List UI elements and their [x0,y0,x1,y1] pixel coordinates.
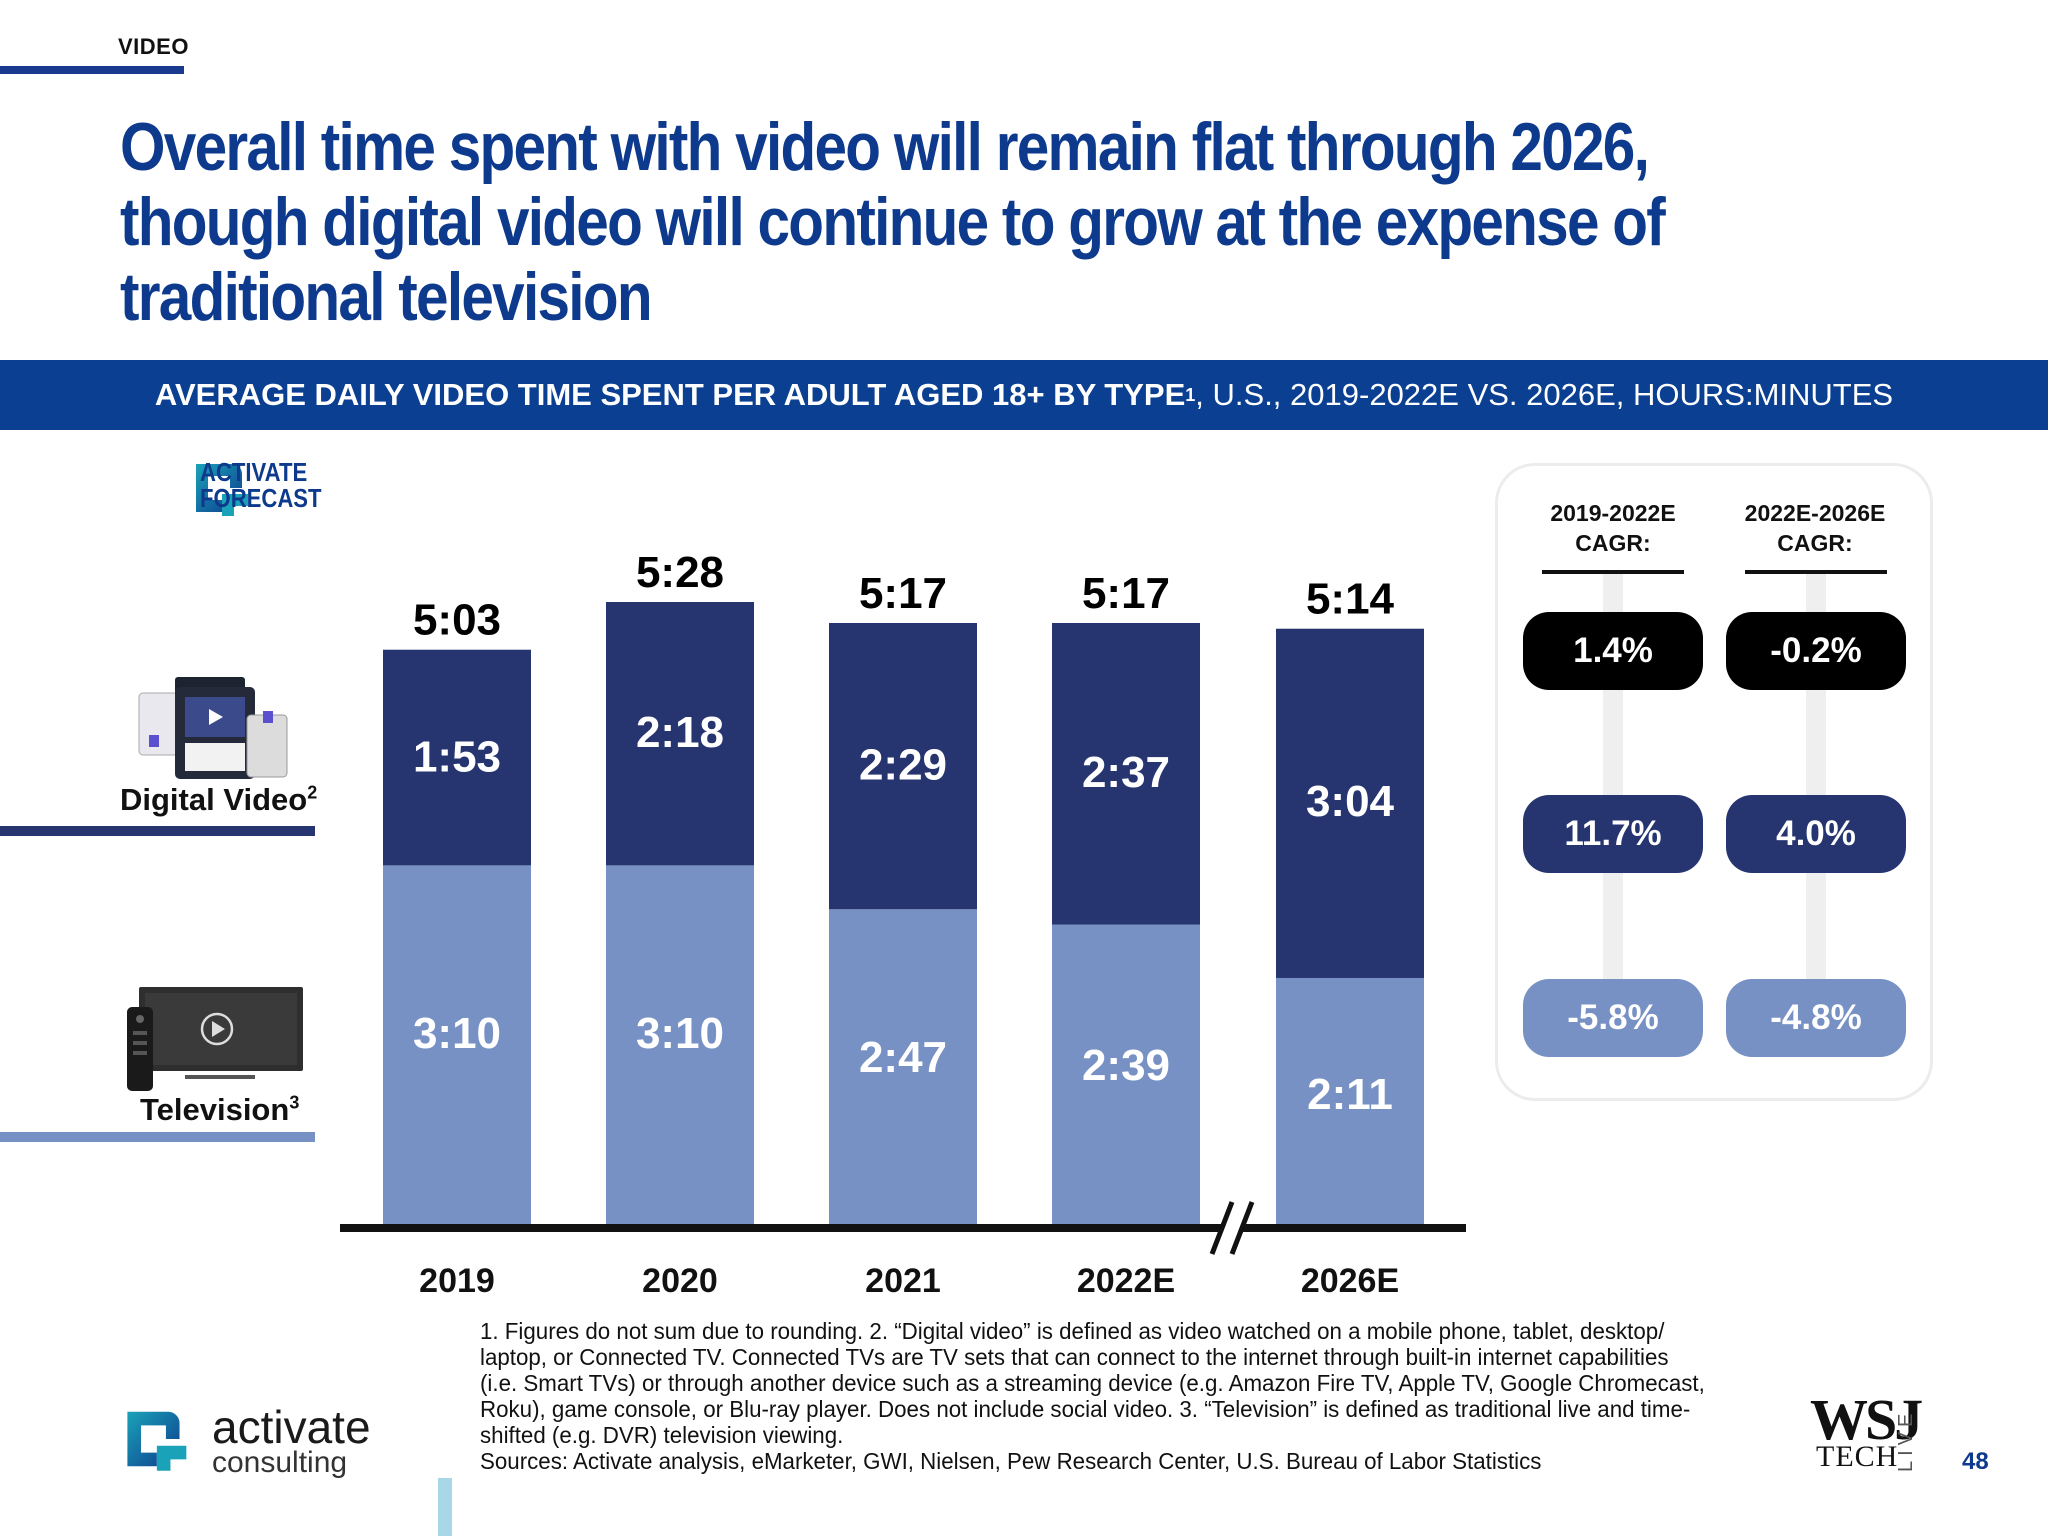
footnote-line: shifted (e.g. DVR) television viewing. [480,1422,844,1448]
activate-forecast-logo-icon [196,464,248,516]
data-label-total: 5:14 [1306,575,1395,624]
axis-break-mark [1229,1201,1255,1255]
data-label-digital-video: 2:37 [1082,748,1170,797]
x-tick-label: 2019 [419,1262,495,1300]
legend-digital-video-label: Digital Video2 [120,782,318,817]
cagr-total-2022-2026: -0.2% [1726,612,1906,690]
data-label-total: 5:17 [859,569,947,618]
data-label-total: 5:28 [636,548,724,597]
section-underline [0,66,184,74]
cagr-header-underline [1745,570,1887,574]
wsj-tech-label: TECH [1816,1440,1899,1473]
page-number: 48 [1962,1448,1989,1475]
cagr-digital-2019-2022: 11.7% [1523,795,1703,873]
page-title: Overall time spent with video will remai… [120,109,1666,335]
cagr-header-2019-2022: 2019-2022E CAGR: [1550,500,1676,556]
x-tick-label: 2020 [642,1262,718,1300]
activate-brand-name: activate [212,1401,371,1453]
bar-digital-video [1276,628,1424,978]
data-label-total: 5:17 [1082,569,1170,618]
activate-forecast-label: ACTIVATE FORECAST [200,459,322,511]
television-icon [127,987,303,1091]
cagr-header-underline [1542,570,1684,574]
data-label-digital-video: 2:29 [859,740,947,789]
accent-bar [438,1478,452,1536]
data-label-television: 2:39 [1082,1041,1170,1090]
data-label-digital-video: 2:18 [636,708,724,757]
legend-television-label: Television3 [140,1092,300,1127]
bar-digital-video [383,649,531,866]
data-label-television: 3:10 [413,1009,501,1058]
bar-television [1052,924,1200,1228]
cagr-television-2022-2026: -4.8% [1726,979,1906,1057]
section-label: VIDEO [118,34,189,59]
axis-break-mark [1209,1201,1235,1255]
activate-brand-sub: consulting [212,1446,348,1479]
footnote-line: (i.e. Smart TVs) or through another devi… [480,1370,1705,1396]
footnote-line: 1. Figures do not sum due to rounding. 2… [480,1318,1665,1344]
forecast-line1: ACTIVATE [200,457,308,487]
data-label-digital-video: 3:04 [1306,777,1395,826]
data-label-television: 2:11 [1307,1070,1393,1119]
data-label-television: 2:47 [859,1033,947,1082]
legend-television-swatch [0,1132,315,1142]
footnote: 1. Figures do not sum due to rounding. 2… [480,1318,1722,1474]
footnote-line: laptop, or Connected TV. Connected TVs a… [480,1344,1669,1370]
cagr-digital-2022-2026: 4.0% [1726,795,1906,873]
footnote-line: Roku), game console, or Blu-ray player. … [480,1396,1691,1422]
banner-bold-text: AVERAGE DAILY VIDEO TIME SPENT PER ADULT… [154,377,1186,412]
banner-rest-text: , U.S., 2019-2022E VS. 2026E, HOURS:MINU… [1195,377,1894,412]
bar-television [1276,977,1424,1228]
wsj-live-label: LIVE [1895,1408,1917,1472]
forecast-line2: FORECAST [200,483,322,513]
x-tick-label: 2026E [1301,1262,1399,1300]
bar-television [383,865,531,1228]
legend-digital-video-swatch [0,826,315,836]
cagr-total-2019-2022: 1.4% [1523,612,1703,690]
x-tick-label: 2022E [1077,1262,1175,1300]
bar-digital-video [1052,622,1200,925]
axis-break-gap [1215,1199,1249,1257]
x-tick-label: 2021 [865,1262,941,1300]
data-label-television: 3:10 [636,1009,724,1058]
bar-digital-video [829,622,977,910]
wsj-logo: WSJ [1810,1387,1923,1452]
multi-device-icon [138,677,288,779]
data-label-digital-video: 1:53 [413,732,501,781]
activate-logo-icon [127,1411,187,1471]
data-label-total: 5:03 [413,596,501,645]
banner-footnote-marker: 1 [1185,384,1196,405]
cagr-header-2022-2026: 2022E-2026E CAGR: [1744,500,1886,556]
cagr-television-2019-2022: -5.8% [1523,979,1703,1057]
sources-line: Sources: Activate analysis, eMarketer, G… [480,1448,1542,1474]
bar-television [606,865,754,1228]
bar-digital-video [606,602,754,866]
chart-subtitle-banner: AVERAGE DAILY VIDEO TIME SPENT PER ADULT… [0,360,2048,430]
bar-television [829,909,977,1228]
